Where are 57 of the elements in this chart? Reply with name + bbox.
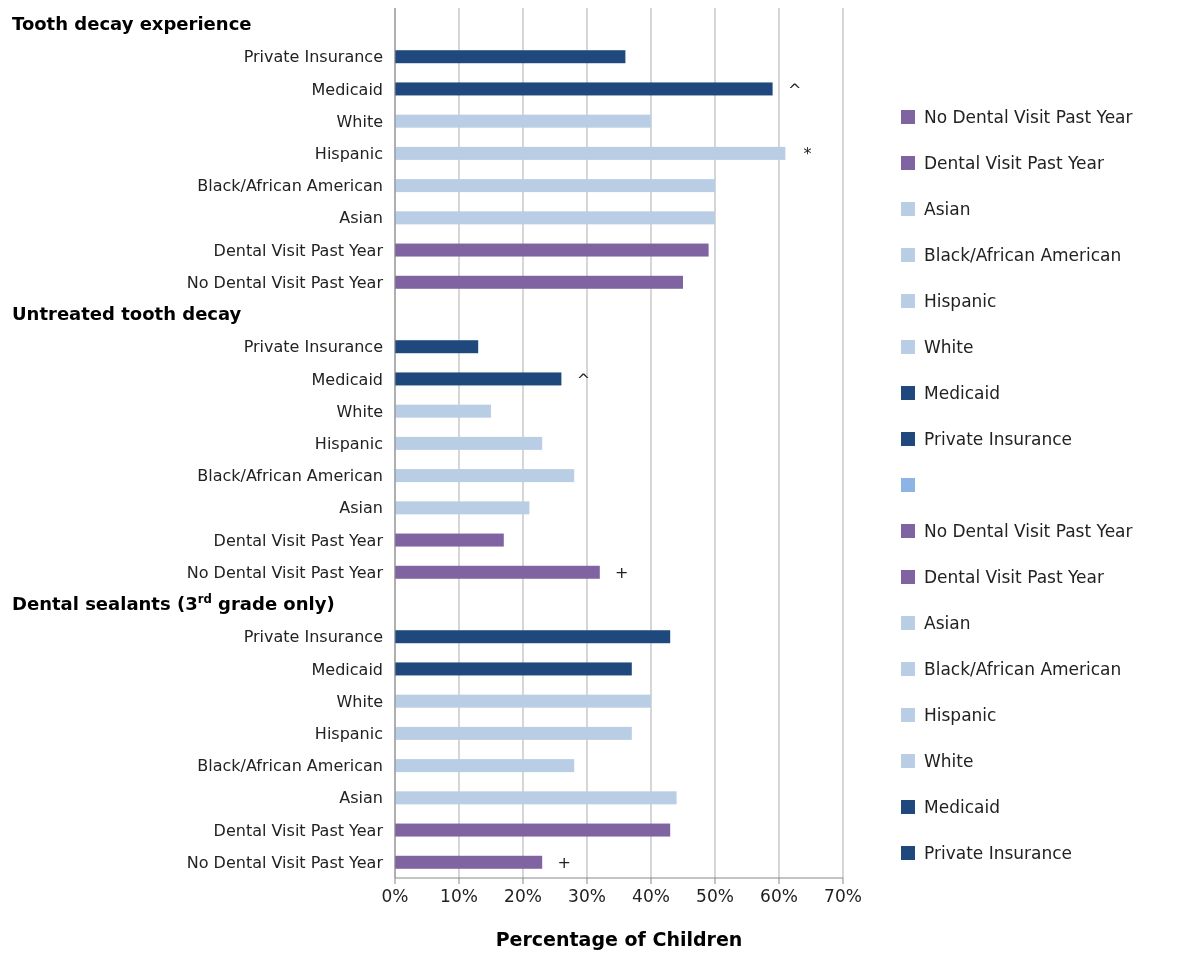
legend-label: Dental Visit Past Year [924, 153, 1104, 173]
y-tick-label: Black/African American [197, 176, 383, 196]
legend-label: Private Insurance [924, 429, 1073, 449]
legend-label: Private Insurance [924, 843, 1073, 863]
y-tick-label: White [336, 691, 383, 711]
y-tick-label: No Dental Visit Past Year [186, 852, 384, 872]
data-label: + [615, 563, 629, 583]
y-tick-label: White [336, 401, 383, 421]
y-tick-label: Hispanic [314, 434, 383, 453]
data-label: * [803, 144, 812, 164]
legend-label: Dental Visit Past Year [924, 567, 1104, 587]
legend-label: Medicaid [924, 797, 1000, 817]
x-tick-label: 30% [568, 886, 606, 907]
legend-label: Asian [924, 613, 971, 633]
legend-label: Black/African American [924, 245, 1122, 265]
y-tick-label: Dental Visit Past Year [213, 820, 384, 840]
x-axis-title: Percentage of Children [494, 928, 744, 950]
y-tick-label: Private Insurance [243, 47, 383, 67]
y-tick-label: Private Insurance [243, 337, 383, 357]
y-tick-label: White [336, 111, 383, 131]
text: Tooth decay experience [12, 13, 252, 35]
y-tick-label: Medicaid [311, 79, 383, 99]
legend-label: White [924, 337, 974, 357]
y-tick-label: Hispanic [314, 144, 383, 163]
y-tick-label: Asian [339, 498, 383, 518]
legend-label: Hispanic [924, 705, 997, 725]
legend-label: Medicaid [924, 383, 1000, 403]
y-tick-label: Private Insurance [243, 627, 383, 647]
x-tick-label: 70% [824, 886, 862, 907]
legend-label: No Dental Visit Past Year [924, 521, 1133, 541]
x-tick-label: 60% [760, 886, 798, 907]
legend-label: Asian [924, 199, 971, 219]
data-label: ^ [576, 369, 591, 389]
y-tick-label: Dental Visit Past Year [213, 240, 384, 260]
x-tick-label: 10% [440, 886, 478, 907]
x-tick-label: 40% [632, 886, 670, 907]
y-tick-label: No Dental Visit Past Year [186, 562, 384, 582]
data-label: ^ [787, 79, 802, 99]
y-tick-label: No Dental Visit Past Year [186, 272, 384, 292]
y-tick-label: Dental Visit Past Year [213, 530, 384, 550]
legend-label: White [924, 751, 974, 771]
legend-label: Hispanic [924, 291, 997, 311]
y-tick-label: Hispanic [314, 724, 383, 743]
y-tick-label: Medicaid [311, 659, 383, 679]
y-tick-label: Medicaid [311, 369, 383, 389]
legend-label: No Dental Visit Past Year [924, 107, 1133, 127]
y-tick-label: Black/African American [197, 466, 383, 486]
data-label: + [557, 853, 571, 873]
x-tick-label: 50% [696, 886, 734, 907]
y-tick-label: Asian [339, 208, 383, 228]
x-tick-label: 0% [381, 886, 409, 907]
legend-label: Black/African American [924, 659, 1122, 679]
x-tick-label: 20% [504, 886, 542, 907]
text: Dental sealants (3$^{rd}$ grade only) [12, 592, 335, 615]
text: Untreated tooth decay [12, 303, 242, 325]
y-tick-label: Black/African American [197, 756, 383, 776]
y-tick-label: Asian [339, 788, 383, 808]
